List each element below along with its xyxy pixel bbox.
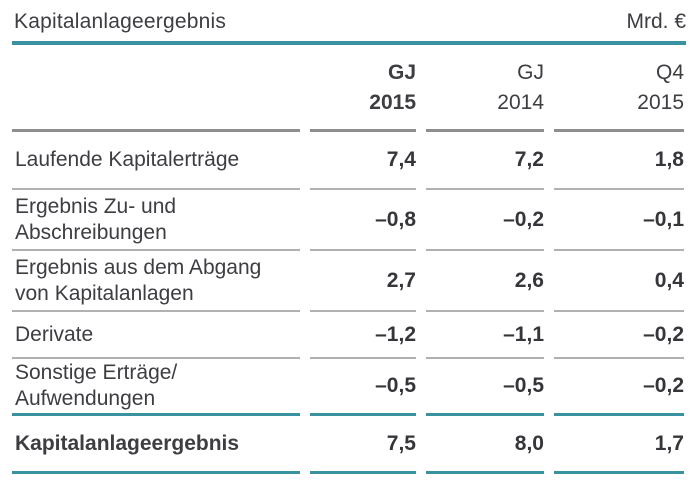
value-gj2015: 7,5 bbox=[310, 416, 416, 474]
row-label: Sonstige Erträge/ Aufwendungen bbox=[12, 359, 300, 416]
unit-label: Mrd. € bbox=[626, 10, 686, 33]
value-gj2015: –0,8 bbox=[310, 190, 416, 251]
table-row: Ergebnis aus dem Abgang von Kapitalanlag… bbox=[12, 251, 686, 312]
row-label-total: Kapitalanlageergebnis bbox=[12, 416, 300, 474]
column-header-q4-2015: Q4 2015 bbox=[554, 45, 684, 132]
value-gj2014: 7,2 bbox=[426, 132, 544, 190]
value-q42015: 0,4 bbox=[554, 251, 684, 312]
column-header-gj-2014: GJ 2014 bbox=[426, 45, 544, 132]
value-gj2014: 8,0 bbox=[426, 416, 544, 474]
row-label: Derivate bbox=[12, 312, 300, 359]
table-row-total: Kapitalanlageergebnis 7,5 8,0 1,7 bbox=[12, 416, 686, 474]
row-label: Laufende Kapitalerträge bbox=[12, 132, 300, 190]
value-gj2014: 2,6 bbox=[426, 251, 544, 312]
value-gj2015: –1,2 bbox=[310, 312, 416, 359]
value-gj2015: –0,5 bbox=[310, 359, 416, 416]
table-body: Laufende Kapitalerträge 7,4 7,2 1,8 Erge… bbox=[12, 132, 686, 474]
value-gj2015: 2,7 bbox=[310, 251, 416, 312]
column-header-gj-2015: GJ 2015 bbox=[310, 45, 416, 132]
value-q42015: –0,2 bbox=[554, 359, 684, 416]
slide: Kapitalanlageergebnis Mrd. € GJ 2015 GJ … bbox=[12, 8, 686, 474]
table-row: Laufende Kapitalerträge 7,4 7,2 1,8 bbox=[12, 132, 686, 190]
page-title: Kapitalanlageergebnis bbox=[14, 10, 227, 33]
value-q42015: 1,8 bbox=[554, 132, 684, 190]
value-q42015: –0,1 bbox=[554, 190, 684, 251]
value-gj2014: –0,2 bbox=[426, 190, 544, 251]
value-q42015: –0,2 bbox=[554, 312, 684, 359]
value-gj2015: 7,4 bbox=[310, 132, 416, 190]
title-bar: Kapitalanlageergebnis Mrd. € bbox=[12, 8, 686, 45]
value-q42015: 1,7 bbox=[554, 416, 684, 474]
table-row: Derivate –1,2 –1,1 –0,2 bbox=[12, 312, 686, 359]
row-label: Ergebnis Zu- und Abschreibungen bbox=[12, 190, 300, 251]
row-label: Ergebnis aus dem Abgang von Kapitalanlag… bbox=[12, 251, 300, 312]
value-gj2014: –1,1 bbox=[426, 312, 544, 359]
table-row: Ergebnis Zu- und Abschreibungen –0,8 –0,… bbox=[12, 190, 686, 251]
header-spacer-cell bbox=[12, 45, 300, 132]
table-header-row: GJ 2015 GJ 2014 Q4 2015 bbox=[12, 45, 686, 132]
value-gj2014: –0,5 bbox=[426, 359, 544, 416]
table-row: Sonstige Erträge/ Aufwendungen –0,5 –0,5… bbox=[12, 359, 686, 416]
results-table: GJ 2015 GJ 2014 Q4 2015 Laufende Kapital… bbox=[12, 45, 686, 474]
